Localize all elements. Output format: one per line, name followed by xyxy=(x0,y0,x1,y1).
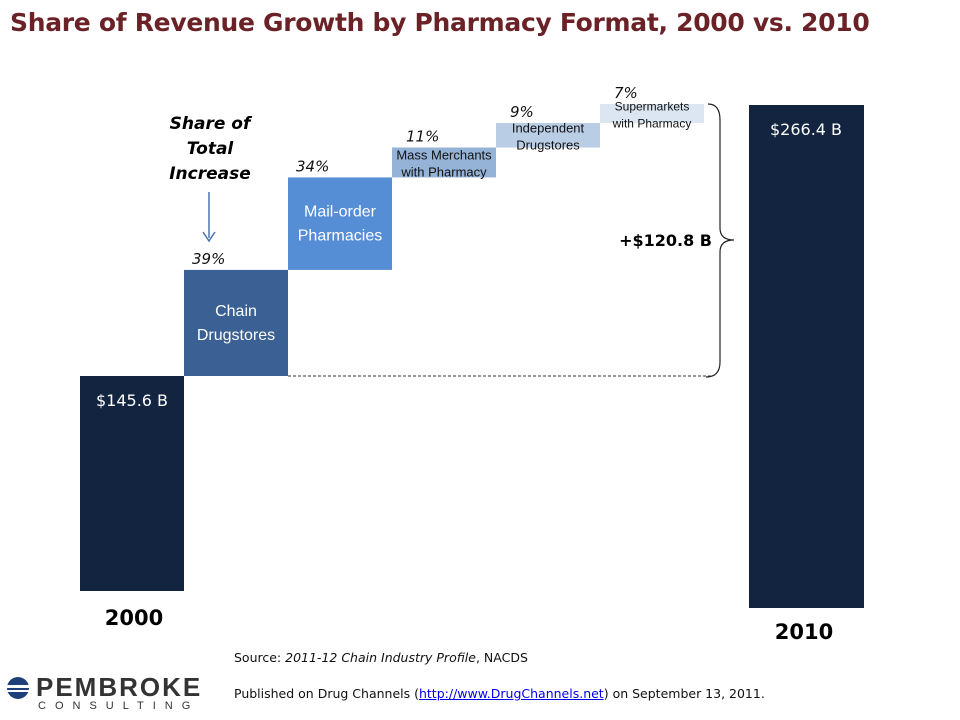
bar-step-1 xyxy=(288,177,392,270)
source-suffix: , NACDS xyxy=(475,650,528,665)
step-label-0: Drugstores xyxy=(197,327,275,344)
share-header: Share of xyxy=(170,114,253,134)
category-2010: 2010 xyxy=(775,620,833,644)
published-suffix: ) on September 13, 2011. xyxy=(603,686,765,701)
bar-step-0 xyxy=(184,269,288,376)
bar-2010 xyxy=(749,105,864,608)
logo-sub: CONSULTING xyxy=(38,700,200,712)
drugchannels-link[interactable]: http://www.DrugChannels.net xyxy=(418,686,604,701)
label-2000-value: $145.6 B xyxy=(96,391,168,410)
step-label-3: Independent xyxy=(512,120,585,135)
share-label-2: 11% xyxy=(406,128,439,146)
step-label-4: Supermarkets xyxy=(615,100,690,114)
brace xyxy=(705,103,735,378)
share-label-4: 7% xyxy=(614,84,638,102)
label-2010-value: $266.4 B xyxy=(770,120,842,139)
step-label-1: Pharmacies xyxy=(298,228,382,245)
bar-step-3 xyxy=(496,123,600,148)
step-label-2: with Pharmacy xyxy=(400,164,487,179)
bar-step-2 xyxy=(392,147,496,178)
source-prefix: Source: xyxy=(234,650,286,665)
arrow-down-icon xyxy=(202,231,216,243)
published-prefix: Published on Drug Channels ( xyxy=(234,686,419,701)
source-note: Source: 2011-12 Chain Industry Profile, … xyxy=(234,650,528,665)
step-label-4: with Pharmacy xyxy=(612,117,692,131)
step-label-3: Drugstores xyxy=(516,137,580,152)
step-label-0: Chain xyxy=(215,303,257,320)
chart-title: Share of Revenue Growth by Pharmacy Form… xyxy=(10,8,870,37)
bar-step-4 xyxy=(600,104,704,124)
published-note: Published on Drug Channels (http://www.D… xyxy=(234,686,765,701)
step-label-2: Mass Merchants xyxy=(396,147,492,162)
share-header: Increase xyxy=(169,164,251,184)
share-label-3: 9% xyxy=(510,103,534,121)
source-title: 2011-12 Chain Industry Profile xyxy=(285,650,476,665)
increase-label: +$120.8 B xyxy=(619,231,712,250)
bar-2000 xyxy=(80,376,184,591)
share-label-0: 39% xyxy=(192,250,225,268)
step-label-1: Mail-order xyxy=(304,204,377,221)
share-label-1: 34% xyxy=(296,157,329,175)
share-header: Total xyxy=(187,139,235,159)
category-2000: 2000 xyxy=(105,606,163,630)
logo-name: PEMBROKE xyxy=(36,672,203,702)
pembroke-logo-icon xyxy=(6,677,30,699)
